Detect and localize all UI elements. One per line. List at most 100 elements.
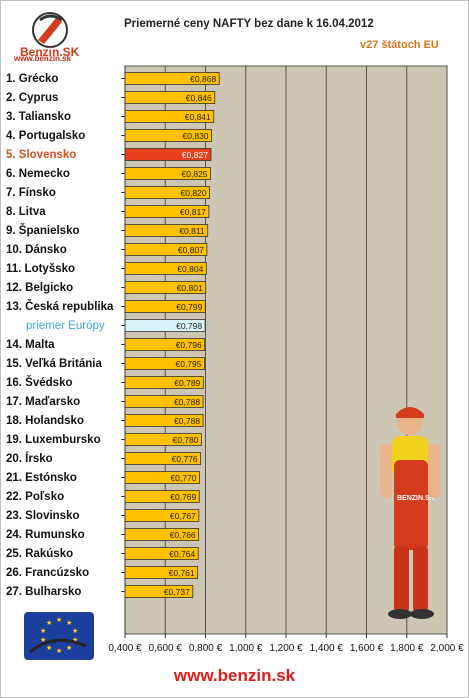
bar [124, 319, 206, 332]
bar-value-label: €0,780 [172, 435, 198, 445]
category-label: 21. Estónsko [6, 471, 77, 484]
category-label: 11. Lotyšsko [6, 262, 76, 275]
svg-text:★: ★ [72, 636, 78, 644]
category-label: 4. Portugalsko [6, 129, 86, 142]
bar-value-label: €0,807 [178, 245, 204, 255]
category-label: 20. Írsko [6, 452, 53, 465]
svg-text:★: ★ [56, 647, 62, 655]
mascot-illustration: BENZIN.SK [380, 407, 440, 619]
bar [124, 224, 209, 237]
bar-value-label: €0,737 [164, 587, 190, 597]
category-label: 19. Luxembursko [6, 433, 101, 446]
x-tick-label: 1,400 € [310, 643, 344, 654]
bar [124, 547, 199, 560]
category-label: 24. Rumunsko [6, 528, 85, 541]
bar [124, 433, 202, 446]
x-tick-label: 1,200 € [269, 643, 303, 654]
bar-value-label: €0,820 [181, 188, 207, 198]
category-label: 10. Dánsko [6, 243, 67, 256]
bar-value-label: €0,764 [169, 549, 195, 559]
bar [124, 490, 200, 503]
bar [124, 148, 212, 161]
bar-value-label: €0,811 [179, 226, 205, 236]
category-label: 23. Slovinsko [6, 509, 80, 522]
bar [124, 376, 204, 389]
x-tick-label: 0,400 € [108, 643, 142, 654]
bar-value-label: €0,795 [175, 359, 201, 369]
bar [124, 205, 210, 218]
bar [124, 262, 207, 275]
bar-value-label: €0,817 [180, 207, 206, 217]
category-label: 25. Rakúsko [6, 547, 74, 560]
bar-value-label: €0,776 [172, 454, 198, 464]
category-label: 7. Fínsko [6, 186, 56, 199]
chart-subtitle: v27 štátoch EU [360, 39, 439, 51]
bar [124, 509, 200, 522]
category-label: 6. Nemecko [6, 167, 70, 180]
bar-value-label: €0,770 [170, 473, 196, 483]
category-label: 3. Taliansko [6, 110, 71, 123]
category-label: 26. Francúzsko [6, 566, 90, 579]
bar [124, 300, 206, 313]
bar-value-label: €0,761 [169, 568, 195, 578]
x-tick-label: 1,800 € [390, 643, 424, 654]
bar [124, 585, 194, 598]
bar [124, 414, 204, 427]
bar-value-label: €0,827 [182, 150, 208, 160]
bar [124, 566, 199, 579]
bar-value-label: €0,801 [177, 283, 203, 293]
category-label: 5. Slovensko [6, 148, 77, 161]
svg-text:★: ★ [66, 644, 72, 652]
bar-value-label: €0,799 [176, 302, 202, 312]
bar [124, 186, 210, 199]
bar-value-label: €0,789 [174, 378, 200, 388]
svg-text:★: ★ [46, 619, 52, 627]
bar-value-label: €0,767 [170, 511, 196, 521]
bar [124, 528, 200, 541]
svg-text:★: ★ [40, 627, 46, 635]
svg-text:★: ★ [66, 619, 72, 627]
bar [124, 338, 206, 351]
category-label: 1. Grécko [6, 72, 59, 85]
bar-value-label: €0,798 [176, 321, 202, 331]
x-tick-label: 2,000 € [430, 643, 464, 654]
bar [124, 281, 207, 294]
category-label: 8. Litva [6, 205, 46, 218]
bar [124, 72, 220, 85]
bar-value-label: €0,796 [176, 340, 202, 350]
category-label: 14. Malta [6, 338, 55, 351]
bar [124, 167, 211, 180]
x-tick-label: 1,000 € [229, 643, 263, 654]
bar-value-label: €0,788 [174, 397, 200, 407]
svg-text:★: ★ [72, 627, 78, 635]
x-tick-label: 1,600 € [350, 643, 384, 654]
x-tick-label: 0,600 € [149, 643, 183, 654]
category-label: priemer Európy [26, 319, 105, 332]
category-label: 9. Španielsko [6, 224, 80, 237]
category-label: 17. Maďarsko [6, 395, 81, 408]
eu-flag-icon: ★ ★★ ★★★ ★★★ ★ [24, 612, 94, 660]
category-label: 16. Švédsko [6, 376, 73, 389]
category-label: 2. Cyprus [6, 91, 59, 104]
bar [124, 91, 216, 104]
logo-url[interactable]: www.benzin.sk [14, 54, 72, 63]
svg-text:★: ★ [46, 644, 52, 652]
x-tick-label: 0,800 € [189, 643, 223, 654]
bar [124, 357, 205, 370]
benzin-logo[interactable]: Benzin.SK [10, 8, 92, 68]
category-label: 15. Veľká Británia [6, 357, 102, 370]
bar-value-label: €0,846 [186, 93, 212, 103]
bar [124, 110, 215, 123]
bar [124, 395, 204, 408]
chart-title: Priemerné ceny NAFTY bez dane k 16.04.20… [124, 18, 374, 30]
bar-value-label: €0,825 [182, 169, 208, 179]
footer-url[interactable]: www.benzin.sk [173, 666, 296, 685]
bar-value-label: €0,804 [177, 264, 203, 274]
bar [124, 452, 202, 465]
category-label: 18. Holandsko [6, 414, 84, 427]
logo-text: Benzin.SK [20, 45, 80, 59]
bar-value-label: €0,769 [170, 492, 196, 502]
bar-value-label: €0,788 [174, 416, 200, 426]
category-label: 27. Bulharsko [6, 585, 82, 598]
